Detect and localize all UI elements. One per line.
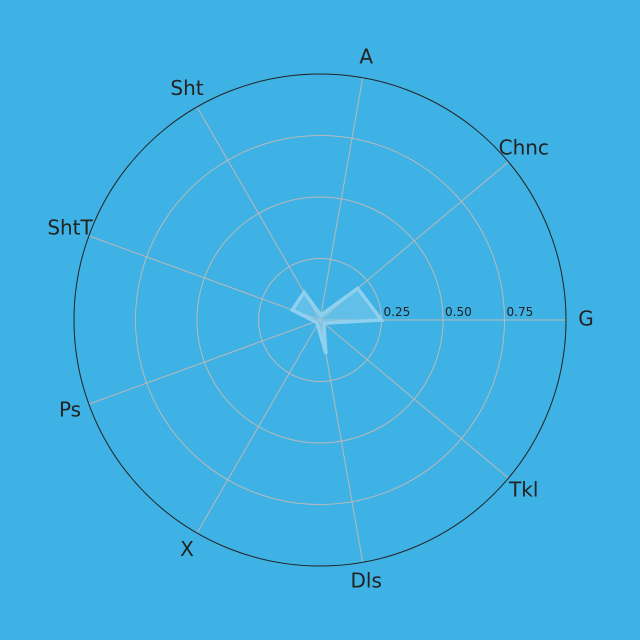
spoke-shtt — [88, 235, 321, 321]
axis-label-g: G — [578, 307, 594, 331]
grid-layer — [73, 73, 567, 567]
axis-label-x: X — [180, 537, 194, 561]
radial-tick-label-1: 0.25 — [384, 305, 411, 319]
spoke-dls — [319, 319, 364, 563]
radial-tick-label-2: 0.50 — [445, 305, 472, 319]
series-polygon-1 — [289, 285, 385, 355]
spoke-ps — [88, 319, 321, 405]
axis-label-tkl: Tkl — [508, 477, 538, 501]
axis-labels: G Chnc A Sht ShtT Ps X Dls Tkl — [47, 45, 593, 593]
spoke-a — [319, 77, 364, 321]
spoke-sht — [196, 106, 321, 321]
spoke-tkl — [319, 319, 509, 479]
axis-label-shtt: ShtT — [47, 216, 93, 240]
radial-tick-labels: 0.25 0.50 0.75 — [384, 305, 534, 319]
series-layer — [289, 285, 385, 355]
outer-ring — [73, 73, 567, 567]
radial-tick-label-3: 0.75 — [507, 305, 534, 319]
axis-label-ps: Ps — [59, 397, 81, 421]
axis-label-a: A — [359, 45, 373, 69]
spoke-x — [196, 319, 321, 534]
axis-label-dls: Dls — [350, 568, 381, 592]
axis-label-sht: Sht — [170, 76, 203, 100]
axis-label-chnc: Chnc — [499, 136, 549, 160]
